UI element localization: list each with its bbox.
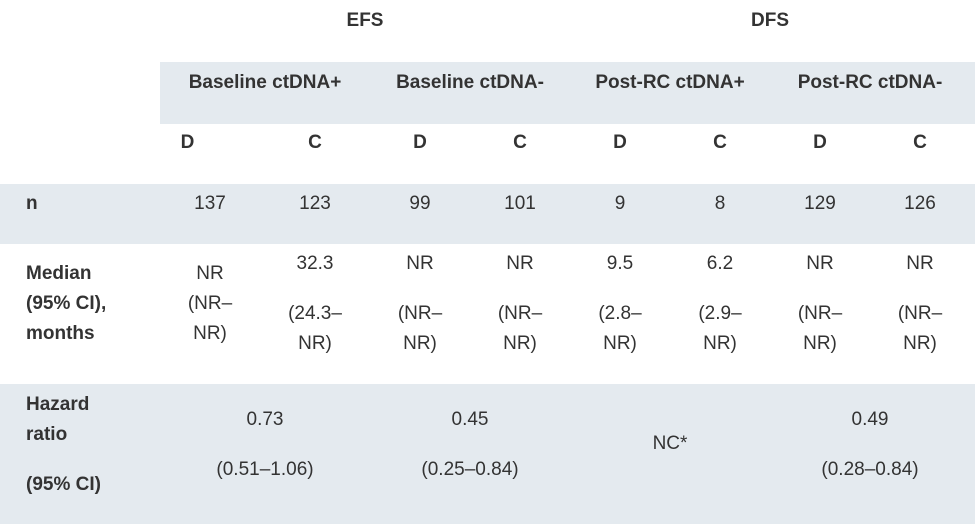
arm-header: D xyxy=(613,132,627,153)
median-ci-line: NR) xyxy=(703,333,737,354)
median-ci-line: (NR– xyxy=(497,303,543,324)
group-post-rc-negative: Post-RC ctDNA- xyxy=(797,72,943,93)
median-line: NR) xyxy=(193,323,227,344)
row-label-n: n xyxy=(26,193,38,214)
n-value: 137 xyxy=(194,193,226,214)
median-ci-line: (NR– xyxy=(897,303,943,324)
n-value: 99 xyxy=(409,193,431,214)
arm-header: D xyxy=(413,132,427,153)
arm-header: C xyxy=(308,132,322,153)
median-line: NR xyxy=(196,263,224,284)
row-label-hazard: Hazard ratio (95% CI) xyxy=(26,390,101,500)
n-value: 101 xyxy=(504,193,536,214)
hazard-cell: 0.49 (0.28–0.84) xyxy=(770,405,970,485)
row-label-line: (95% CI) xyxy=(26,474,101,495)
hazard-cell: 0.45 (0.25–0.84) xyxy=(370,405,570,485)
n-row-band xyxy=(0,184,975,244)
n-value: 9 xyxy=(614,193,626,214)
row-label-line: (95% CI), xyxy=(26,293,107,314)
hazard-value: 0.45 xyxy=(451,409,489,430)
median-ci-line: (24.3– xyxy=(288,303,342,324)
n-value: 8 xyxy=(714,193,726,214)
hazard-ci: (0.51–1.06) xyxy=(216,459,314,480)
median-ci-line: (NR– xyxy=(797,303,843,324)
hazard-cell: NC* xyxy=(570,429,770,459)
median-ci-line: (2.9– xyxy=(698,303,742,324)
hazard-value: 0.73 xyxy=(246,409,284,430)
median-ci-line: NR) xyxy=(503,333,537,354)
median-ci-line: NR) xyxy=(803,333,837,354)
arm-header: D xyxy=(813,132,827,153)
hazard-value: NC* xyxy=(652,433,688,454)
arm-header: C xyxy=(913,132,927,153)
median-cell: 6.2 (2.9– NR) xyxy=(670,249,770,359)
row-label-median: Median (95% CI), months xyxy=(26,259,106,349)
median-cell: NR (NR– NR) xyxy=(470,249,570,359)
median-cell: NR (NR– NR) xyxy=(160,259,260,349)
hazard-value: 0.49 xyxy=(851,409,889,430)
group-baseline-positive: Baseline ctDNA+ xyxy=(188,72,342,93)
row-label-line: months xyxy=(26,323,95,344)
group-post-rc-positive: Post-RC ctDNA+ xyxy=(595,72,745,93)
median-value: NR xyxy=(806,253,834,274)
n-value: 126 xyxy=(904,193,936,214)
median-ci-line: (2.8– xyxy=(598,303,642,324)
group-header-band xyxy=(160,62,975,124)
row-label-line: ratio xyxy=(26,424,68,445)
median-value: NR xyxy=(906,253,934,274)
hazard-ci: (0.28–0.84) xyxy=(821,459,919,480)
median-ci-line: NR) xyxy=(603,333,637,354)
hazard-cell: 0.73 (0.51–1.06) xyxy=(160,405,370,485)
arm-header: D xyxy=(180,132,195,153)
row-label-line: Hazard xyxy=(26,394,90,415)
median-cell: 9.5 (2.8– NR) xyxy=(570,249,670,359)
median-cell: NR (NR– NR) xyxy=(370,249,470,359)
median-value: 9.5 xyxy=(606,253,634,274)
arm-header: C xyxy=(513,132,527,153)
median-value: 32.3 xyxy=(296,253,334,274)
dfs-header: DFS xyxy=(751,10,789,31)
median-value: 6.2 xyxy=(706,253,734,274)
median-cell: NR (NR– NR) xyxy=(770,249,870,359)
n-value: 123 xyxy=(299,193,331,214)
efs-header: EFS xyxy=(346,10,384,31)
hazard-row-band xyxy=(0,384,975,524)
spacer xyxy=(26,450,101,470)
median-ci-line: (NR– xyxy=(397,303,443,324)
median-ci-line: NR) xyxy=(403,333,437,354)
row-label-line: Median xyxy=(26,263,92,284)
n-value: 129 xyxy=(804,193,836,214)
median-cell: NR (NR– NR) xyxy=(870,249,970,359)
median-value: NR xyxy=(506,253,534,274)
arm-header: C xyxy=(713,132,727,153)
group-baseline-negative: Baseline ctDNA- xyxy=(396,72,544,93)
hazard-ci: (0.25–0.84) xyxy=(421,459,519,480)
median-value: NR xyxy=(406,253,434,274)
median-line: (NR– xyxy=(187,293,233,314)
median-cell: 32.3 (24.3– NR) xyxy=(265,249,365,359)
median-ci-line: NR) xyxy=(903,333,937,354)
median-ci-line: NR) xyxy=(298,333,332,354)
